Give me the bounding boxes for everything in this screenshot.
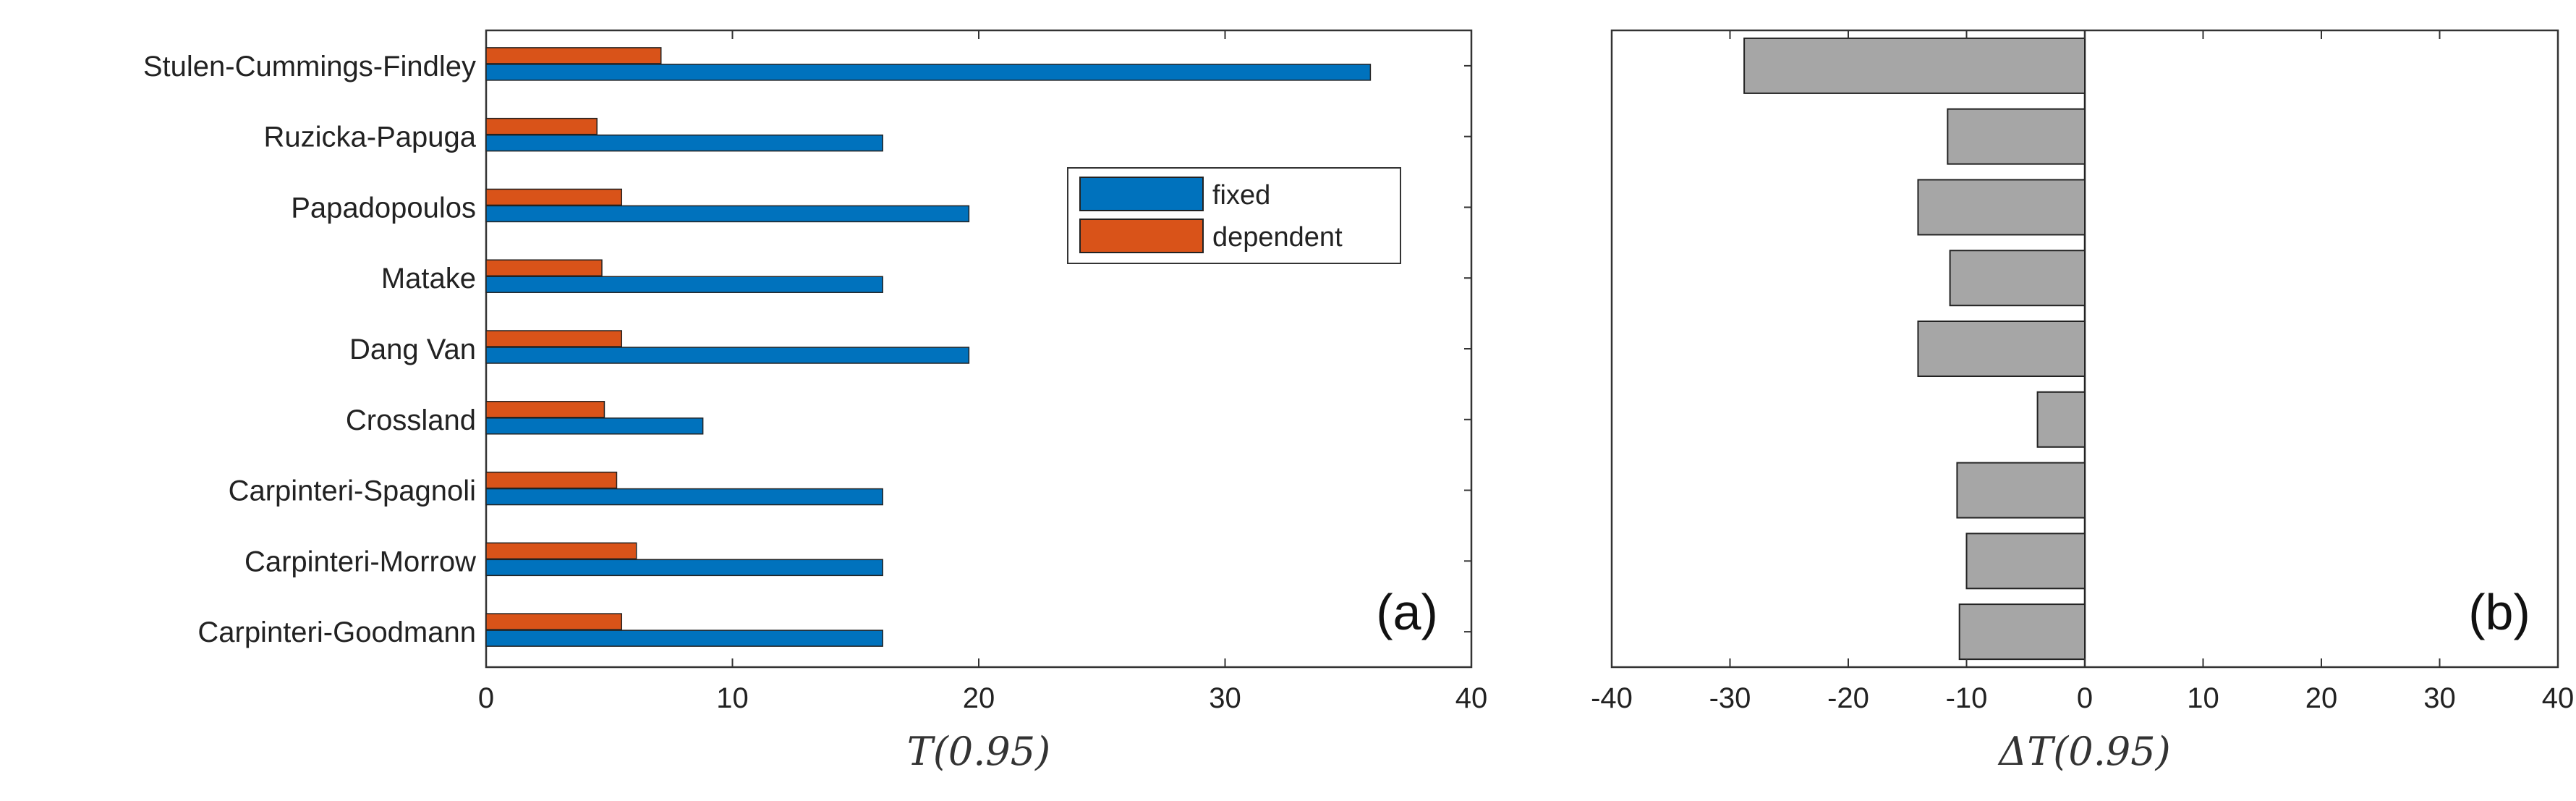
x-tick-label-b-1: -30 bbox=[1709, 682, 1751, 714]
bar-fixed-papadopoulos bbox=[485, 205, 970, 223]
y-tick-label-crossland: Crossland bbox=[346, 404, 476, 436]
x-axis-label-a: T(0.95) bbox=[907, 729, 1050, 774]
bar-fixed-carpinteri-morrow bbox=[485, 559, 883, 577]
bar-fixed-crossland bbox=[485, 418, 704, 435]
bar-fixed-stulen-cummings-findley bbox=[485, 64, 1372, 81]
x-tick-label-a-3: 30 bbox=[1209, 682, 1241, 714]
x-tick-label-a-1: 10 bbox=[716, 682, 749, 714]
x-tick-label-b-5: 10 bbox=[2187, 682, 2219, 714]
bar-delta-stulen-cummings-findley bbox=[1743, 37, 2086, 94]
legend-swatch-fixed bbox=[1079, 177, 1204, 211]
x-tick-label-b-2: -20 bbox=[1827, 682, 1869, 714]
x-tick-label-b-6: 20 bbox=[2305, 682, 2338, 714]
chart-panel-b: -40 -30 -20 -10 0 10 20 30 40 ΔT(0.95) (b) bbox=[1591, 29, 2575, 774]
y-tick-label-carpinteri-goodmann: Carpinteri-Goodmann bbox=[197, 616, 476, 648]
bar-fixed-ruzicka-papuga bbox=[485, 134, 883, 152]
bar-dependent-dang-van bbox=[485, 330, 623, 347]
bar-fixed-dang-van bbox=[485, 347, 970, 364]
x-tick-label-a-0: 0 bbox=[478, 682, 494, 714]
bar-delta-dang-van bbox=[1917, 321, 2086, 377]
y-tick-label-carpinteri-morrow: Carpinteri-Morrow bbox=[245, 546, 476, 577]
y-tick-label-carpinteri-spagnoli: Carpinteri-Spagnoli bbox=[229, 475, 476, 507]
bar-dependent-ruzicka-papuga bbox=[485, 117, 598, 135]
y-tick-label-stulen-cummings-findley: Stulen-Cummings-Findley bbox=[143, 51, 476, 82]
x-tick-label-b-7: 30 bbox=[2423, 682, 2456, 714]
bar-delta-carpinteri-morrow bbox=[1965, 533, 2086, 590]
x-tick-label-b-3: -10 bbox=[1946, 682, 1988, 714]
bar-delta-crossland bbox=[2036, 391, 2086, 448]
y-tick-label-papadopoulos: Papadopoulos bbox=[291, 192, 476, 224]
x-tick-label-b-0: -40 bbox=[1591, 682, 1633, 714]
x-tick-label-a-4: 40 bbox=[1455, 682, 1488, 714]
bar-fixed-carpinteri-spagnoli bbox=[485, 488, 883, 506]
bar-dependent-papadopoulos bbox=[485, 188, 623, 206]
bar-delta-ruzicka-papuga bbox=[1947, 108, 2086, 165]
legend-swatch-dependent bbox=[1079, 219, 1204, 253]
chart-panel-a: Stulen-Cummings-Findley Ruzicka-Papuga Pap… bbox=[143, 29, 1488, 774]
bar-dependent-stulen-cummings-findley bbox=[485, 47, 662, 64]
y-tick-label-matake: Matake bbox=[381, 263, 476, 294]
panel-label-a: (a) bbox=[1376, 584, 1438, 640]
bar-delta-papadopoulos bbox=[1917, 179, 2086, 236]
y-tick-label-dang-van: Dang Van bbox=[349, 334, 476, 365]
legend: fixed dependent bbox=[1067, 167, 1401, 264]
x-tick-label-b-8: 40 bbox=[2542, 682, 2575, 714]
y-tick-label-ruzicka-papuga: Ruzicka-Papuga bbox=[264, 122, 477, 153]
bar-delta-carpinteri-goodmann bbox=[1958, 603, 2086, 661]
bar-dependent-carpinteri-spagnoli bbox=[485, 471, 618, 489]
x-tick-label-a-2: 20 bbox=[963, 682, 995, 714]
x-tick-label-b-4: 0 bbox=[2077, 682, 2093, 714]
bar-fixed-matake bbox=[485, 276, 883, 293]
legend-label-fixed: fixed bbox=[1212, 180, 1270, 211]
bar-dependent-matake bbox=[485, 259, 603, 276]
legend-label-dependent: dependent bbox=[1212, 222, 1343, 253]
bar-dependent-carpinteri-morrow bbox=[485, 542, 637, 560]
bar-delta-matake bbox=[1949, 250, 2086, 307]
bar-fixed-carpinteri-goodmann bbox=[485, 630, 883, 647]
panel-label-b: (b) bbox=[2468, 584, 2530, 640]
bar-delta-carpinteri-spagnoli bbox=[1956, 462, 2086, 519]
bar-dependent-crossland bbox=[485, 401, 605, 418]
bar-dependent-carpinteri-goodmann bbox=[485, 613, 623, 630]
x-axis-label-b: ΔT(0.95) bbox=[1997, 729, 2170, 774]
